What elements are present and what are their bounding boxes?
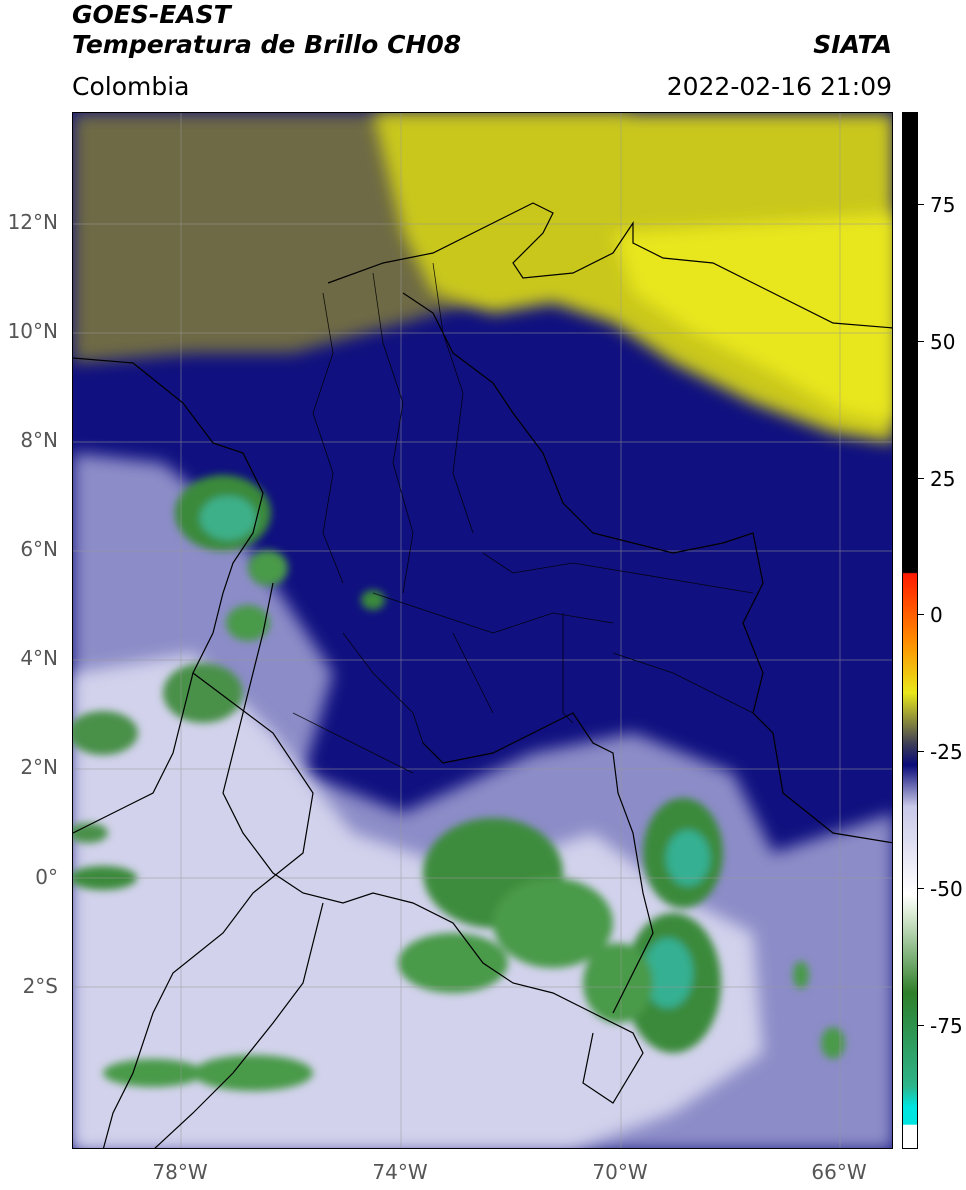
map-image xyxy=(73,113,892,1148)
lon-tick-74w: 74°W xyxy=(372,1160,428,1184)
region-label: Colombia xyxy=(72,72,190,101)
lat-tick-8n: 8°N xyxy=(20,428,58,452)
colorbar-label-neg25: -25 xyxy=(930,740,963,764)
colorbar-label-neg75: -75 xyxy=(930,1014,963,1038)
lat-tick-2n: 2°N xyxy=(20,755,58,779)
lat-tick-10n: 10°N xyxy=(7,319,58,343)
lon-tick-70w: 70°W xyxy=(592,1160,648,1184)
colorbar-label-0: 0 xyxy=(930,603,943,627)
title-block-left: GOES-EAST Temperatura de Brillo CH08 Col… xyxy=(72,0,461,102)
title-block-right: SIATA 2022-02-16 21:09 xyxy=(667,0,892,102)
colorbar-gradient xyxy=(903,113,917,1148)
lat-tick-12n: 12°N xyxy=(7,210,58,234)
product-title: Temperatura de Brillo CH08 xyxy=(72,30,462,59)
colorbar xyxy=(902,112,918,1149)
lon-tick-78w: 78°W xyxy=(152,1160,208,1184)
colorbar-label-25: 25 xyxy=(930,467,956,491)
bright-yellow-region xyxy=(613,213,892,423)
colorbar-label-50: 50 xyxy=(930,330,956,354)
light-purple-region xyxy=(73,653,763,1148)
convective-cells xyxy=(73,475,845,1091)
source-label: SIATA xyxy=(813,30,892,59)
colorbar-label-neg50: -50 xyxy=(930,877,963,901)
lat-tick-4n: 4°N xyxy=(20,646,58,670)
lat-tick-6n: 6°N xyxy=(20,537,58,561)
lat-tick-0: 0° xyxy=(35,865,58,889)
lat-tick-2s: 2°S xyxy=(22,974,58,998)
department-boundaries xyxy=(292,262,754,774)
colorbar-label-75: 75 xyxy=(930,193,956,217)
satellite-title: GOES-EAST xyxy=(72,0,231,29)
country-boundaries xyxy=(73,202,892,1148)
lon-tick-66w: 66°W xyxy=(811,1160,867,1184)
satellite-map xyxy=(72,112,893,1149)
datetime-label: 2022-02-16 21:09 xyxy=(666,72,892,101)
